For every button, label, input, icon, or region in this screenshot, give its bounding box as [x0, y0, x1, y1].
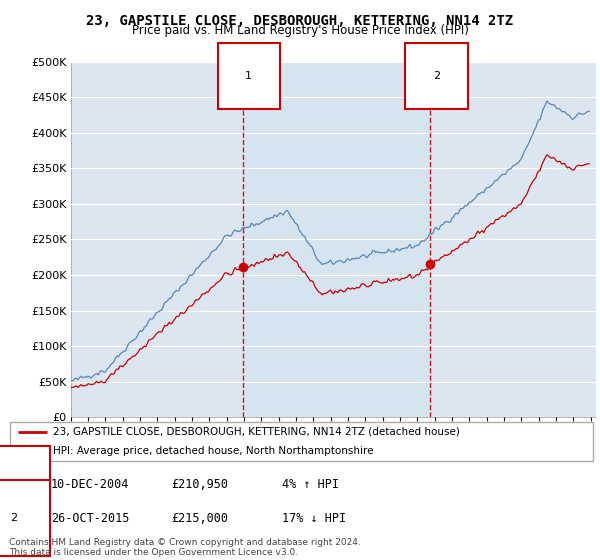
- Text: 2: 2: [10, 513, 17, 523]
- Bar: [242, 62, 430, 417]
- Text: 10-DEC-2004: 10-DEC-2004: [51, 478, 130, 491]
- Text: HPI: Average price, detached house, North Northamptonshire: HPI: Average price, detached house, Nort…: [53, 446, 373, 456]
- Text: 1: 1: [245, 71, 252, 81]
- Text: 4% ↑ HPI: 4% ↑ HPI: [282, 478, 339, 491]
- Text: 2: 2: [433, 71, 440, 81]
- Text: £210,950: £210,950: [171, 478, 228, 491]
- Text: 26-OCT-2015: 26-OCT-2015: [51, 511, 130, 525]
- Text: 23, GAPSTILE CLOSE, DESBOROUGH, KETTERING, NN14 2TZ: 23, GAPSTILE CLOSE, DESBOROUGH, KETTERIN…: [86, 14, 514, 28]
- Text: 17% ↓ HPI: 17% ↓ HPI: [282, 511, 346, 525]
- Text: 1: 1: [10, 479, 17, 489]
- Text: Price paid vs. HM Land Registry's House Price Index (HPI): Price paid vs. HM Land Registry's House …: [131, 24, 469, 37]
- Text: £215,000: £215,000: [171, 511, 228, 525]
- Text: 23, GAPSTILE CLOSE, DESBOROUGH, KETTERING, NN14 2TZ (detached house): 23, GAPSTILE CLOSE, DESBOROUGH, KETTERIN…: [53, 427, 460, 437]
- Text: Contains HM Land Registry data © Crown copyright and database right 2024.
This d: Contains HM Land Registry data © Crown c…: [9, 538, 361, 557]
- FancyBboxPatch shape: [10, 422, 593, 461]
